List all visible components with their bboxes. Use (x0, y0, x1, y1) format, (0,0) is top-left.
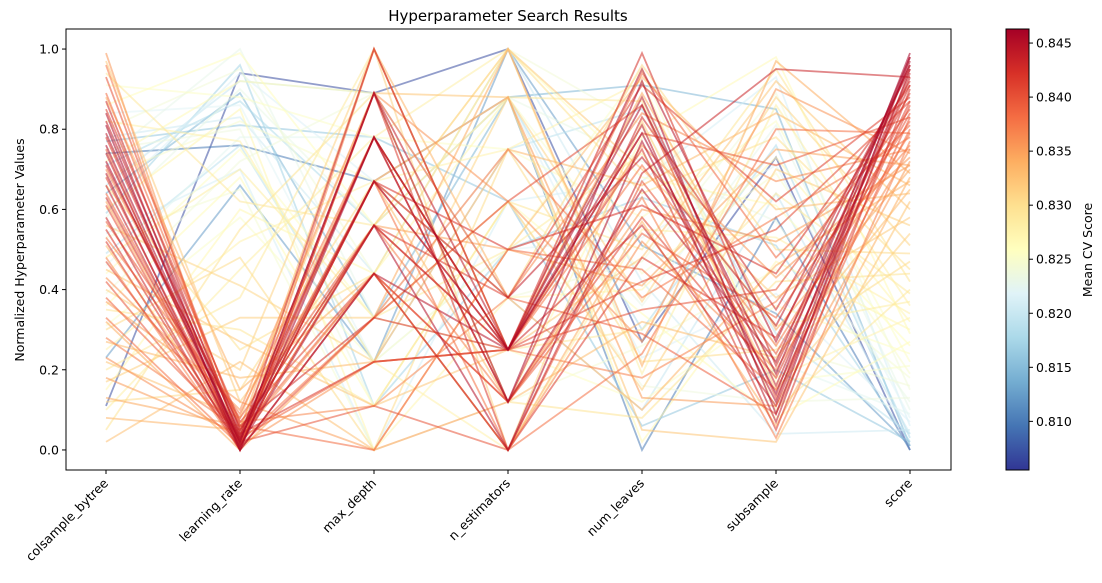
colorbar-tick-label: 0.840 (1036, 90, 1072, 105)
colorbar-label: Mean CV Score (1080, 203, 1095, 298)
colorbar-tick-label: 0.820 (1036, 306, 1072, 321)
x-tick-label-num_leaves: num_leaves (584, 476, 647, 539)
x-tick-label-max_depth: max_depth (319, 476, 379, 536)
series-line-0 (105, 52, 911, 453)
colorbar-tick-label: 0.825 (1036, 252, 1072, 267)
y-axis-label: Normalized Hyperparameter Values (12, 138, 27, 361)
x-tick-label-colsample_bytree: colsample_bytree (23, 475, 112, 564)
colorbar-tick-label: 0.830 (1036, 198, 1072, 213)
series-line-1 (105, 56, 911, 445)
x-tick-label-learning_rate: learning_rate (176, 475, 245, 544)
chart-title: Hyperparameter Search Results (388, 7, 628, 25)
colorbar-tick-label: 0.835 (1036, 144, 1072, 159)
x-tick-label-score: score (881, 475, 916, 510)
y-tick-label: 1.0 (39, 42, 59, 57)
x-tick-label-subsample: subsample (723, 475, 782, 534)
x-axis: colsample_bytree learning_rate max_depth n_… (23, 470, 916, 564)
colorbar-axis: 0.810 0.815 0.820 0.825 0.830 0.835 0.840 0.845 (1029, 36, 1072, 429)
series-lines (105, 46, 911, 453)
colorbar (1005, 28, 1030, 471)
y-tick-label: 0.6 (39, 202, 59, 217)
y-tick-label: 0.8 (39, 122, 59, 137)
x-tick-label-n_estimators: n_estimators (445, 476, 513, 544)
y-axis: 0.0 0.2 0.4 0.6 0.8 1.0 (39, 42, 66, 457)
y-tick-label: 0.0 (39, 442, 59, 457)
colorbar-tick-label: 0.810 (1036, 414, 1072, 429)
y-tick-label: 0.2 (39, 362, 59, 377)
series-line-3 (105, 60, 911, 452)
colorbar-tick-label: 0.845 (1036, 36, 1072, 51)
colorbar-tick-label: 0.815 (1036, 360, 1072, 375)
y-tick-label: 0.4 (39, 282, 59, 297)
